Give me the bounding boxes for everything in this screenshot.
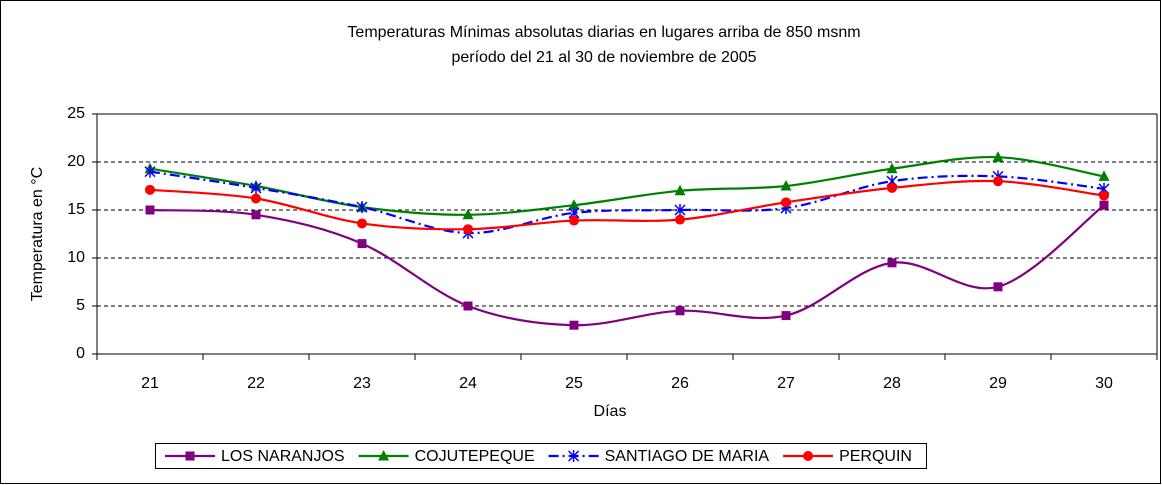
y-tick-label: 25 <box>67 105 85 122</box>
marker <box>993 282 1003 292</box>
y-tick-label: 15 <box>67 201 85 218</box>
x-tick-label: 26 <box>671 375 689 392</box>
marker <box>145 184 155 195</box>
x-tick-label: 29 <box>989 375 1007 392</box>
series-line <box>149 179 1105 231</box>
marker <box>378 450 390 461</box>
marker <box>1099 190 1109 201</box>
legend-label: COJUTEPEQUE <box>415 448 535 465</box>
marker <box>674 204 686 216</box>
marker <box>675 306 685 316</box>
x-tick-label: 30 <box>1095 375 1113 392</box>
marker <box>463 224 473 235</box>
marker <box>569 320 579 330</box>
chart-title: Temperaturas Mínimas absolutas diarias e… <box>347 24 860 41</box>
marker <box>357 239 367 249</box>
series-line <box>149 170 1105 235</box>
marker <box>780 180 792 191</box>
marker <box>185 451 195 461</box>
marker <box>357 218 367 229</box>
y-tick-label: 10 <box>67 249 85 266</box>
marker <box>887 182 897 193</box>
marker <box>993 176 1003 187</box>
marker <box>675 214 685 225</box>
x-tick-label: 22 <box>247 375 265 392</box>
marker <box>1099 200 1109 210</box>
legend-label: LOS NARANJOS <box>221 448 345 465</box>
y-tick-label: 20 <box>67 153 85 170</box>
marker <box>887 258 897 268</box>
marker <box>251 193 261 204</box>
marker <box>145 205 155 215</box>
x-tick-label: 27 <box>777 375 795 392</box>
marker <box>781 311 791 321</box>
chart-subtitle: período del 21 al 30 de noviembre de 200… <box>451 49 756 66</box>
marker <box>462 208 474 220</box>
marker <box>886 162 898 174</box>
x-tick-label: 21 <box>141 375 159 392</box>
x-axis-label: Días <box>594 403 627 420</box>
marker <box>803 451 814 461</box>
x-tick-label: 24 <box>459 375 477 392</box>
x-tick-label: 28 <box>883 375 901 392</box>
legend: LOS NARANJOS COJUTEPEQUE SANTIAGO DE MARIA… <box>155 443 927 469</box>
marker <box>144 165 156 178</box>
y-axis-label: Temperatura en °C <box>29 167 46 301</box>
series-line <box>149 204 1105 327</box>
marker <box>568 450 580 462</box>
marker <box>1098 170 1110 181</box>
marker <box>992 151 1004 162</box>
y-tick-label: 0 <box>76 345 85 362</box>
marker <box>356 201 368 214</box>
x-tick-label: 23 <box>353 375 371 392</box>
marker <box>569 215 579 226</box>
legend-label: PERQUIN <box>839 448 912 465</box>
y-tick-label: 5 <box>76 297 85 314</box>
legend-label: SANTIAGO DE MARIA <box>605 448 770 465</box>
marker <box>250 181 262 194</box>
marker <box>568 199 580 210</box>
marker <box>781 197 791 208</box>
marker <box>463 301 473 311</box>
marker <box>674 184 686 196</box>
x-tick-label: 25 <box>565 375 583 392</box>
marker <box>251 210 261 220</box>
